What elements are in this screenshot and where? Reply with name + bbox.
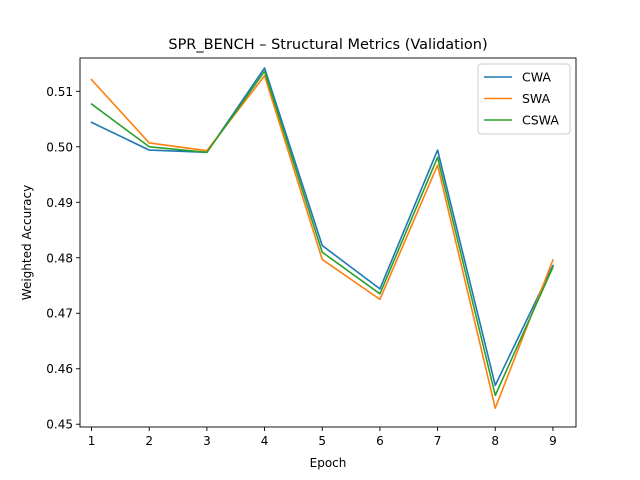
x-tick-label: 3 (203, 434, 211, 448)
x-tick-label: 4 (261, 434, 269, 448)
y-tick-label: 0.49 (46, 196, 73, 210)
x-axis-ticks: 1 2 3 4 5 6 7 8 9 (88, 427, 557, 448)
x-tick-label: 2 (145, 434, 153, 448)
plot-frame (79, 57, 577, 428)
legend-label-cswa: CSWA (522, 113, 559, 128)
legend-box (477, 63, 571, 135)
legend-label-cwa: CWA (522, 70, 551, 85)
x-tick-label: 8 (491, 434, 499, 448)
x-tick-label: 6 (376, 434, 384, 448)
chart-title: SPR_BENCH – Structural Metrics (Validati… (168, 37, 487, 53)
x-tick-label: 5 (318, 434, 326, 448)
y-tick-label: 0.51 (46, 85, 73, 99)
series-layer (90, 67, 554, 409)
y-tick-label: 0.45 (46, 418, 73, 432)
series-line-cswa (90, 70, 554, 397)
y-tick-label: 0.50 (46, 140, 73, 154)
legend-label-swa: SWA (522, 91, 551, 106)
y-tick-label: 0.48 (46, 251, 73, 265)
y-tick-label: 0.46 (46, 362, 73, 376)
series-line-cwa (90, 67, 554, 387)
series-line-swa (90, 74, 554, 409)
x-tick-label: 7 (434, 434, 442, 448)
y-axis-ticks: 0.45 0.46 0.47 0.48 0.49 0.50 0.51 (46, 85, 80, 432)
x-tick-label: 9 (549, 434, 557, 448)
x-tick-label: 1 (88, 434, 96, 448)
y-axis-label: Weighted Accuracy (20, 185, 34, 300)
x-axis-label: Epoch (310, 456, 347, 470)
legend: CWA SWA CSWA (477, 63, 571, 135)
y-tick-label: 0.47 (46, 307, 73, 321)
